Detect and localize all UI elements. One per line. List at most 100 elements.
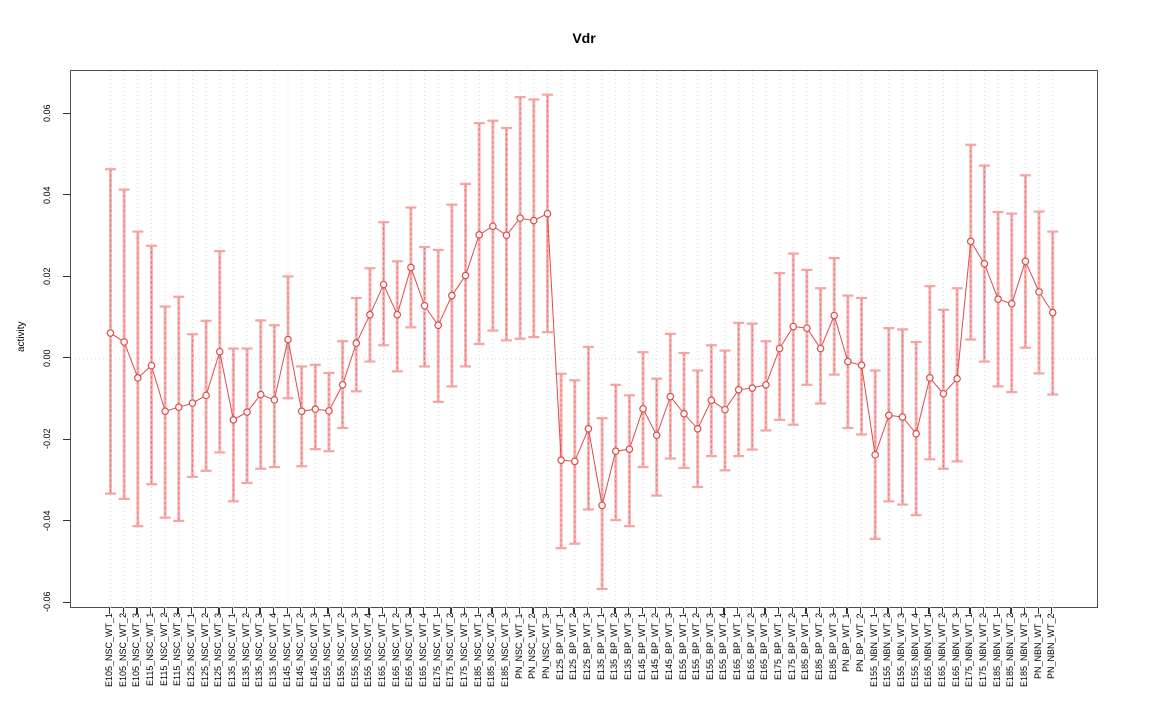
x-axis-tick-label: E185_NBN_WT_2 bbox=[1005, 613, 1016, 688]
y-axis-tick bbox=[63, 357, 70, 359]
y-axis-tick-label: -0.02 bbox=[42, 428, 52, 450]
y-axis-tick bbox=[63, 194, 70, 196]
x-axis-tick bbox=[122, 608, 124, 614]
point-marker bbox=[584, 424, 593, 433]
point-marker bbox=[311, 405, 320, 414]
x-axis-tick-label: E155_BP_WT_2 bbox=[691, 613, 702, 681]
x-axis-tick bbox=[354, 608, 357, 614]
point-marker bbox=[407, 263, 415, 272]
point-marker bbox=[939, 389, 948, 398]
point-marker bbox=[530, 216, 538, 225]
y-axis-tick bbox=[63, 438, 70, 440]
point-marker bbox=[980, 259, 989, 268]
x-axis-tick bbox=[450, 608, 452, 614]
y-axis-tick-label: -0.04 bbox=[42, 510, 52, 531]
point-marker bbox=[229, 416, 238, 424]
point-marker bbox=[147, 361, 156, 370]
x-axis-tick-label: E115_NSC_WT_2 bbox=[158, 613, 169, 687]
x-axis-tick-label: E185_NSC_WT_3 bbox=[499, 613, 510, 688]
x-axis-tick bbox=[190, 608, 193, 614]
point-marker bbox=[434, 321, 443, 330]
x-axis-tick bbox=[873, 608, 875, 614]
point-marker bbox=[1035, 288, 1043, 296]
point-marker bbox=[489, 222, 497, 231]
x-axis-tick bbox=[791, 608, 794, 614]
x-axis-tick bbox=[900, 608, 903, 614]
x-axis-tick-label: E165_NSC_WT_3 bbox=[404, 613, 415, 688]
x-axis-tick bbox=[1037, 608, 1039, 614]
x-axis-tick-label: E125_NSC_WT_1 bbox=[185, 613, 196, 688]
x-axis-tick bbox=[382, 608, 384, 614]
x-axis-tick-label: E135_BP_WT_1 bbox=[595, 613, 606, 681]
x-axis-tick bbox=[969, 608, 971, 614]
x-axis-tick-label: E135_BP_WT_3 bbox=[622, 613, 633, 681]
chart-svg bbox=[71, 71, 1099, 609]
x-axis-tick bbox=[313, 608, 316, 614]
point-marker bbox=[625, 445, 634, 453]
y-axis-tick-label: 0.02 bbox=[42, 267, 52, 285]
point-marker bbox=[325, 407, 333, 415]
x-axis-tick bbox=[723, 608, 725, 614]
x-axis-tick bbox=[928, 608, 930, 614]
x-axis-tick-label: E145_BP_WT_1 bbox=[636, 613, 647, 681]
point-marker bbox=[966, 237, 975, 246]
point-marker bbox=[543, 209, 552, 218]
point-marker bbox=[598, 501, 606, 510]
point-marker bbox=[270, 396, 279, 404]
x-axis-tick-label: E155_NBN_WT_3 bbox=[895, 613, 906, 688]
x-axis-tick-label: E175_NSC_WT_2 bbox=[445, 613, 456, 688]
point-marker bbox=[393, 310, 402, 319]
x-axis-tick bbox=[655, 608, 657, 614]
point-marker bbox=[174, 403, 183, 411]
point-marker bbox=[925, 374, 934, 382]
x-axis-tick bbox=[218, 608, 220, 614]
point-marker bbox=[680, 409, 688, 418]
point-marker bbox=[912, 429, 920, 438]
x-axis-tick-label: E145_BP_WT_2 bbox=[650, 613, 661, 681]
x-axis-tick-label: E155_BP_WT_3 bbox=[704, 613, 715, 681]
point-marker bbox=[816, 344, 825, 353]
x-axis-tick bbox=[204, 608, 206, 614]
x-axis-tick-label: E165_NSC_WT_1 bbox=[377, 613, 388, 688]
x-axis-tick bbox=[764, 608, 766, 614]
point-marker bbox=[1048, 308, 1057, 317]
x-axis-tick-label: E165_NSC_WT_2 bbox=[390, 613, 401, 688]
x-axis-tick bbox=[586, 608, 589, 614]
y-axis-tick-label: 0.06 bbox=[42, 104, 52, 122]
point-marker bbox=[243, 408, 251, 416]
x-axis-tick bbox=[778, 608, 780, 614]
error-bars bbox=[105, 93, 1059, 591]
x-axis-tick-label: E105_NSC_WT_3 bbox=[131, 613, 142, 688]
point-marker bbox=[475, 231, 483, 239]
x-axis-tick-label: E135_NSC_WT_2 bbox=[240, 613, 251, 688]
point-marker bbox=[570, 457, 579, 466]
x-axis-tick-label: E175_NBN_WT_1 bbox=[964, 613, 975, 688]
x-axis-tick-label: E125_BP_WT_1 bbox=[554, 613, 565, 681]
x-axis-tick-label: PN_NBN_WT_2 bbox=[1046, 613, 1057, 679]
x-axis-tick bbox=[709, 608, 712, 614]
x-axis-tick-label: E115_NSC_WT_1 bbox=[144, 613, 155, 687]
point-marker bbox=[1021, 257, 1030, 266]
x-axis-tick bbox=[436, 608, 439, 614]
x-axis-tick bbox=[177, 608, 179, 614]
x-axis-tick-label: PN_NBN_WT_1 bbox=[1032, 613, 1043, 679]
point-marker bbox=[871, 451, 879, 459]
point-marker bbox=[366, 310, 374, 319]
x-axis-tick-label: PN_NSC_WT_2 bbox=[527, 613, 538, 679]
plot-area bbox=[70, 70, 1099, 609]
x-axis-tick-label: E135_NSC_WT_1 bbox=[226, 613, 237, 688]
x-axis-tick bbox=[545, 608, 548, 614]
y-axis-tick bbox=[63, 520, 70, 522]
y-axis-title: activity bbox=[16, 321, 27, 353]
x-axis-tick-label: E155_NSC_WT_1 bbox=[322, 613, 333, 688]
x-axis-tick-label: E165_BP_WT_2 bbox=[745, 613, 756, 681]
chart-title: Vdr bbox=[572, 30, 596, 46]
x-axis-tick-label: E135_NSC_WT_4 bbox=[267, 613, 278, 688]
y-axis-tick bbox=[63, 601, 70, 603]
x-axis-tick bbox=[805, 608, 807, 614]
x-axis-tick-label: E105_NSC_WT_2 bbox=[117, 613, 128, 688]
x-axis-tick-label: E175_NSC_WT_1 bbox=[431, 613, 442, 688]
x-axis-tick bbox=[300, 608, 302, 614]
x-axis-tick bbox=[682, 608, 684, 614]
y-axis-tick-label: 0.00 bbox=[42, 348, 52, 367]
